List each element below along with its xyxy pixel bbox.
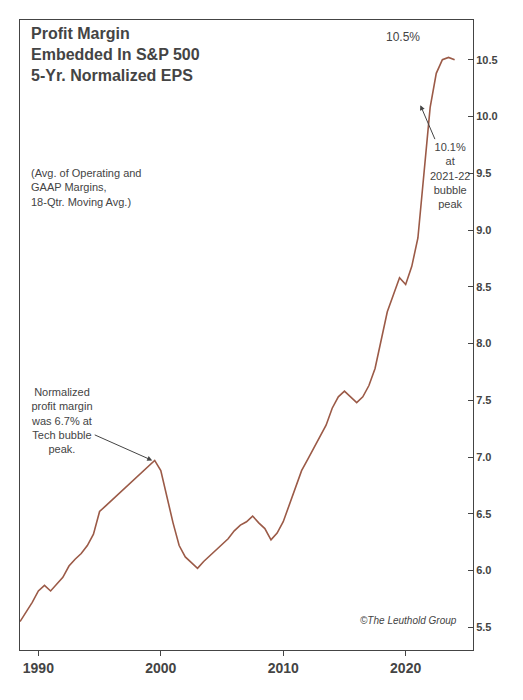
svg-text:(Avg. of Operating andGAAP Mar: (Avg. of Operating andGAAP Margins,18-Qt… xyxy=(31,167,141,208)
svg-text:7.5: 7.5 xyxy=(476,394,491,406)
svg-text:1990: 1990 xyxy=(23,660,54,676)
svg-text:8.0: 8.0 xyxy=(476,337,491,349)
svg-text:10.0: 10.0 xyxy=(476,110,497,122)
svg-text:©The Leuthold Group: ©The Leuthold Group xyxy=(360,615,457,626)
svg-text:Profit MarginEmbedded In S&P 5: Profit MarginEmbedded In S&P 5005-Yr. No… xyxy=(31,25,200,84)
svg-text:10.5: 10.5 xyxy=(476,54,497,66)
svg-text:2000: 2000 xyxy=(145,660,176,676)
svg-text:6.5: 6.5 xyxy=(476,508,491,520)
svg-text:10.5%: 10.5% xyxy=(386,30,420,44)
svg-text:9.0: 9.0 xyxy=(476,224,491,236)
svg-text:Normalizedprofit marginwas 6.7: Normalizedprofit marginwas 6.7% atTech b… xyxy=(31,386,93,455)
svg-text:7.0: 7.0 xyxy=(476,451,491,463)
svg-text:2020: 2020 xyxy=(390,660,421,676)
svg-text:2010: 2010 xyxy=(268,660,299,676)
svg-text:5.5: 5.5 xyxy=(476,621,491,633)
svg-text:10.1%at2021-22bubblepeak: 10.1%at2021-22bubblepeak xyxy=(430,141,470,210)
svg-text:6.0: 6.0 xyxy=(476,564,491,576)
svg-text:9.5: 9.5 xyxy=(476,167,491,179)
svg-text:8.5: 8.5 xyxy=(476,281,491,293)
